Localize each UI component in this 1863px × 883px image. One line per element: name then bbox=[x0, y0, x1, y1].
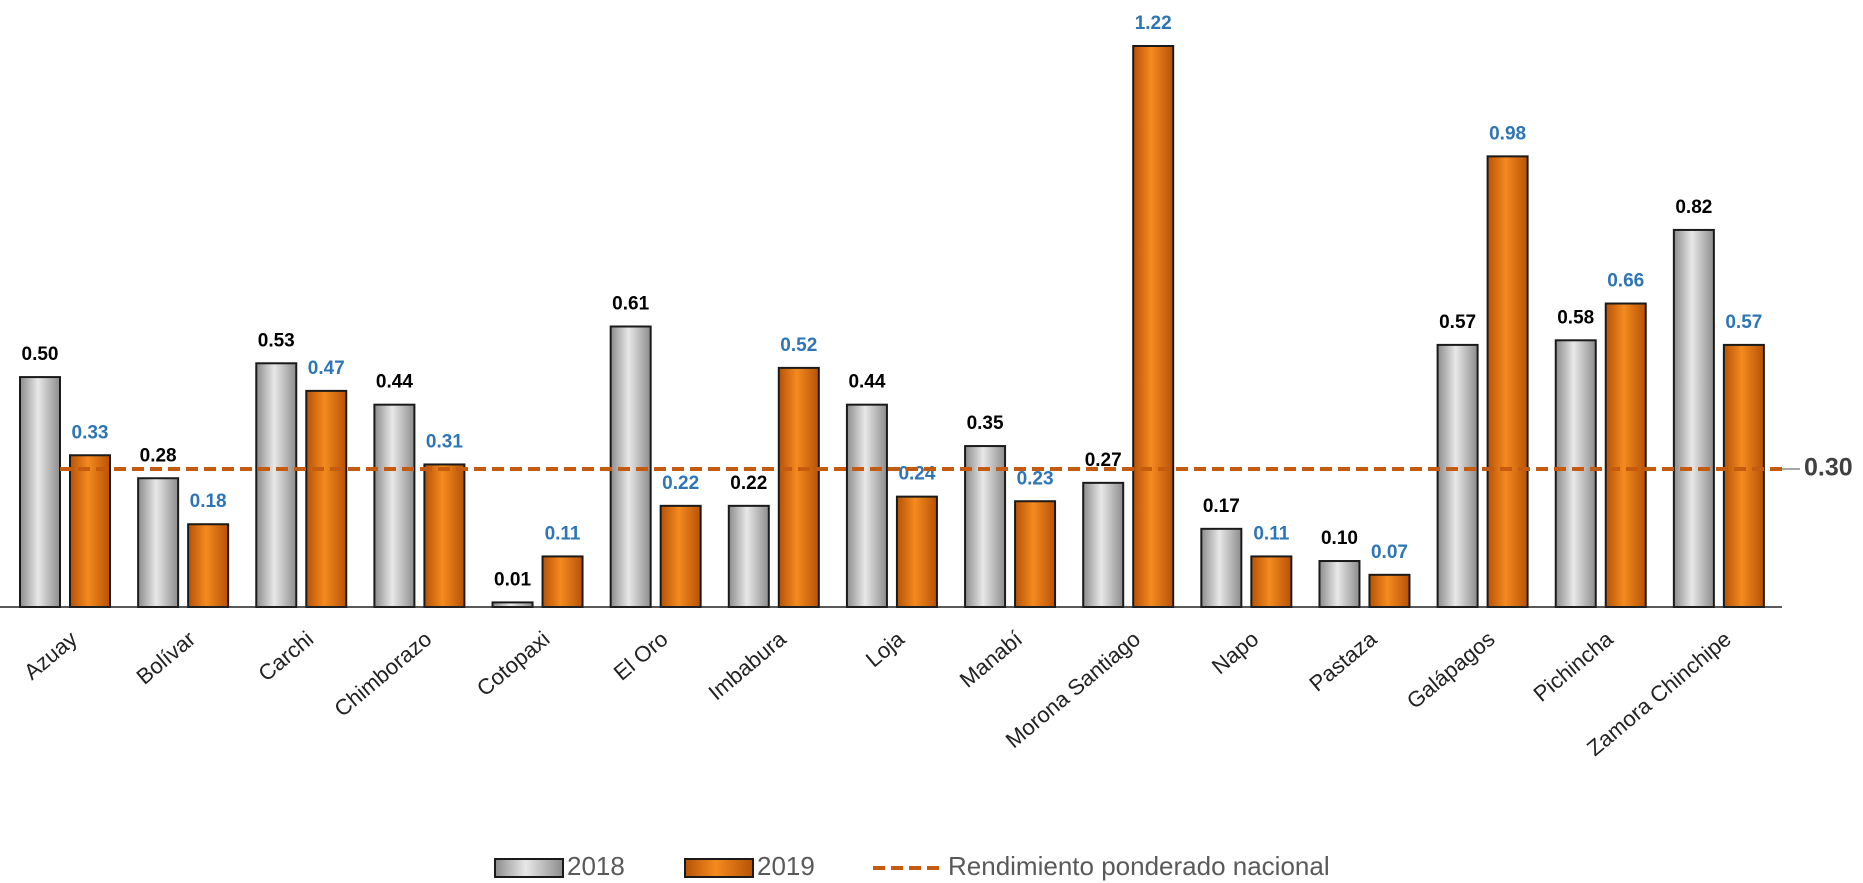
bar bbox=[19, 376, 61, 608]
bar bbox=[1082, 481, 1125, 609]
bar bbox=[1368, 573, 1411, 608]
bar bbox=[1318, 560, 1361, 609]
data-label: 0.57 bbox=[1725, 312, 1762, 333]
data-label: 0.22 bbox=[662, 473, 699, 494]
data-label: 0.01 bbox=[494, 569, 531, 590]
bar bbox=[659, 504, 702, 608]
bar bbox=[1200, 527, 1243, 609]
bar bbox=[305, 389, 348, 608]
data-label: 0.23 bbox=[1017, 468, 1054, 489]
data-label: 0.18 bbox=[190, 491, 227, 512]
bar bbox=[727, 504, 770, 608]
data-label: 0.47 bbox=[308, 358, 345, 379]
x-tick-label: Imbabura bbox=[703, 626, 791, 705]
data-label: 0.33 bbox=[72, 422, 109, 443]
x-tick-label: Carchi bbox=[253, 626, 318, 686]
bar bbox=[373, 403, 416, 608]
x-tick-label: Manabí bbox=[955, 626, 1027, 692]
bar bbox=[1486, 155, 1529, 608]
data-label: 1.22 bbox=[1135, 13, 1172, 34]
bar bbox=[69, 454, 111, 608]
bar bbox=[895, 495, 938, 608]
bar bbox=[1722, 343, 1765, 608]
bar bbox=[255, 362, 298, 609]
data-label: 0.11 bbox=[545, 523, 581, 544]
data-label: 0.66 bbox=[1607, 271, 1644, 292]
data-label: 0.24 bbox=[898, 464, 935, 485]
bar bbox=[1250, 555, 1293, 608]
data-label: 0.28 bbox=[140, 445, 177, 466]
bar bbox=[1554, 339, 1597, 608]
x-tick-label: Bolívar bbox=[132, 626, 201, 689]
data-label: 0.31 bbox=[426, 431, 463, 452]
x-tick-label: Pichincha bbox=[1529, 626, 1619, 707]
data-label: 0.35 bbox=[967, 413, 1004, 434]
data-label: 0.50 bbox=[22, 344, 59, 365]
data-label: 0.57 bbox=[1439, 312, 1476, 333]
bar bbox=[187, 523, 230, 608]
data-label: 0.07 bbox=[1371, 542, 1408, 563]
x-tick-label: Galápagos bbox=[1402, 626, 1500, 714]
bar bbox=[1672, 228, 1715, 609]
data-label: 0.82 bbox=[1675, 197, 1712, 218]
data-label: 0.58 bbox=[1557, 307, 1594, 328]
x-tick-label: Azuay bbox=[19, 626, 82, 684]
legend-label: 2018 bbox=[567, 851, 625, 881]
bar bbox=[137, 477, 180, 609]
x-tick-label: Loja bbox=[861, 626, 910, 672]
data-label: 0.44 bbox=[376, 372, 413, 393]
bar bbox=[777, 366, 820, 609]
data-label: 0.27 bbox=[1085, 450, 1122, 471]
legend-swatch bbox=[494, 858, 564, 878]
data-label: 0.52 bbox=[780, 335, 817, 356]
data-label: 0.17 bbox=[1203, 496, 1240, 517]
data-label: 0.98 bbox=[1489, 123, 1526, 144]
data-label: 0.11 bbox=[1253, 523, 1289, 544]
bar bbox=[423, 463, 466, 608]
reference-label: 0.30 bbox=[1804, 454, 1853, 482]
x-tick-label: Cotopaxi bbox=[472, 626, 555, 701]
x-tick-label: Chimborazo bbox=[329, 626, 436, 721]
bar bbox=[845, 403, 888, 608]
data-label: 0.10 bbox=[1321, 528, 1358, 549]
legend-label: Rendimiento ponderado nacional bbox=[948, 851, 1330, 881]
legend-label: 2019 bbox=[757, 851, 815, 881]
bar bbox=[1132, 45, 1175, 608]
x-tick-label: El Oro bbox=[609, 626, 673, 685]
legend-swatch bbox=[684, 858, 754, 878]
x-tick-label: Pastaza bbox=[1304, 626, 1382, 697]
data-label: 0.61 bbox=[612, 294, 649, 315]
bar bbox=[1604, 302, 1647, 608]
data-label: 0.22 bbox=[730, 473, 767, 494]
data-label: 0.53 bbox=[258, 330, 295, 351]
bar bbox=[1014, 500, 1057, 608]
x-tick-label: Napo bbox=[1207, 626, 1263, 679]
bar bbox=[609, 325, 652, 608]
data-label: 0.44 bbox=[848, 372, 885, 393]
bar bbox=[964, 445, 1007, 608]
bar bbox=[1436, 343, 1479, 608]
bar bbox=[541, 555, 584, 608]
